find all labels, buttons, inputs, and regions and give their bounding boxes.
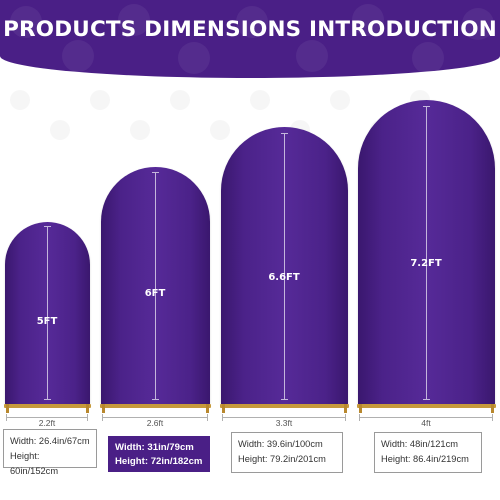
dimension-info-box: Width: 48in/121cm Height: 86.4in/219cm [374, 432, 482, 473]
width-line [359, 414, 493, 421]
height-line [152, 172, 159, 400]
height-label: 5FT [36, 316, 58, 327]
width-label: 2.6ft [146, 418, 164, 428]
height-text: Height: 72in/182cm [115, 456, 203, 467]
height-label: 6FT [144, 288, 166, 299]
dimension-info-box: Width: 26.4in/67cm Height: 60in/152cm [3, 429, 97, 476]
width-label: 3.3ft [275, 418, 293, 428]
width-line [6, 414, 88, 421]
width-label: 4ft [421, 418, 431, 428]
dimension-info-box: Width: 39.6in/100cm Height: 79.2in/201cm [231, 432, 343, 473]
gold-stand [4, 404, 91, 408]
width-label: 2.2ft [38, 418, 56, 428]
header-banner: PRODUCTS DIMENSIONS INTRODUCTION [0, 0, 500, 78]
height-label: 7.2FT [410, 258, 442, 269]
gold-stand [357, 404, 496, 408]
width-text: Width: 48in/121cm [381, 439, 458, 449]
stand-leg [102, 404, 105, 413]
stand-leg [222, 404, 225, 413]
width-line [222, 414, 346, 421]
width-text: Width: 26.4in/67cm [10, 436, 90, 446]
page-title: PRODUCTS DIMENSIONS INTRODUCTION [3, 17, 497, 42]
height-line [44, 226, 51, 400]
height-text: Height: 60in/152cm [10, 451, 59, 476]
stand-leg [6, 404, 9, 413]
width-text: Width: 31in/79cm [115, 442, 194, 453]
stand-leg [344, 404, 347, 413]
width-line [102, 414, 208, 421]
height-line [281, 133, 288, 400]
gold-stand [100, 404, 211, 408]
height-text: Height: 79.2in/201cm [238, 454, 326, 464]
dimension-info-box: Width: 31in/79cm Height: 72in/182cm [108, 436, 210, 472]
height-text: Height: 86.4in/219cm [381, 454, 469, 464]
stand-leg [86, 404, 89, 413]
stand-leg [491, 404, 494, 413]
width-text: Width: 39.6in/100cm [238, 439, 323, 449]
stand-leg [206, 404, 209, 413]
gold-stand [220, 404, 349, 408]
stand-leg [359, 404, 362, 413]
height-line [423, 106, 430, 400]
height-label: 6.6FT [268, 272, 300, 283]
